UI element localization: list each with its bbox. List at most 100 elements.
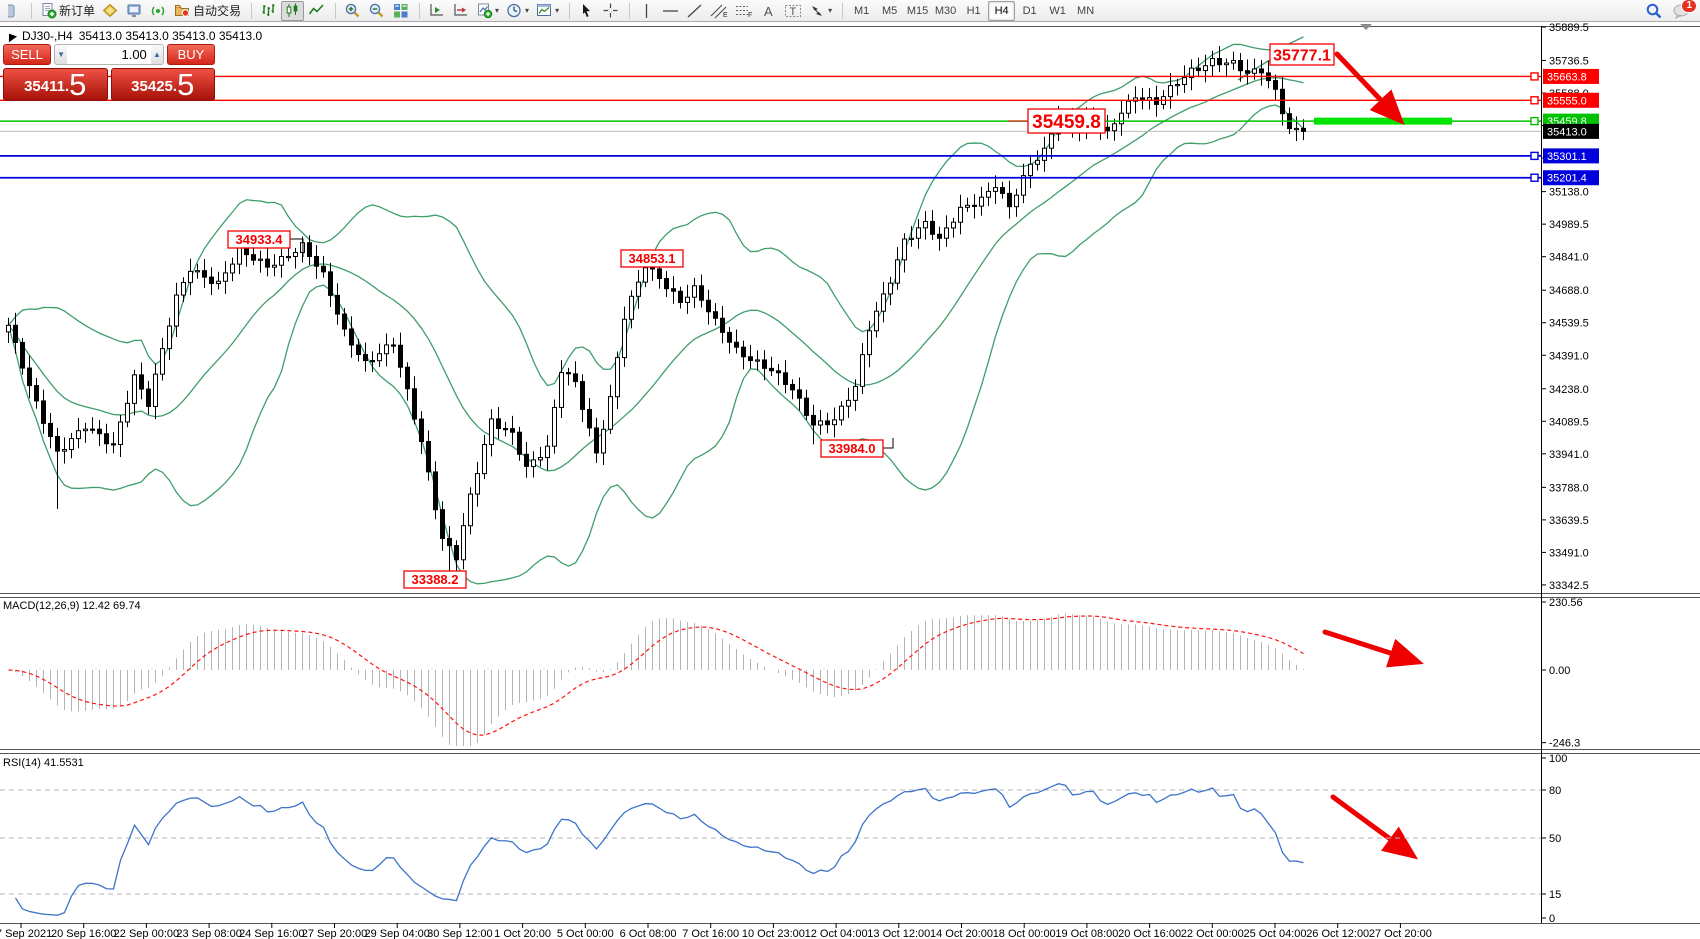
line-handle[interactable]: [1530, 72, 1539, 81]
templates-button[interactable]: ▾: [533, 1, 562, 21]
candlestick-chart-icon: [286, 3, 298, 17]
line-handle[interactable]: [1530, 96, 1539, 105]
timeframe-m5[interactable]: M5: [881, 4, 898, 17]
candle-up: [1175, 83, 1180, 87]
line-handle[interactable]: [1530, 116, 1539, 126]
price-annotation[interactable]: 33388.2: [403, 570, 467, 589]
candle-up: [468, 493, 473, 527]
candle-down: [104, 433, 109, 445]
candle-down: [90, 428, 95, 431]
rsi-trend-arrow[interactable]: [1330, 794, 1419, 860]
zoom-in-button[interactable]: [341, 1, 364, 21]
price-axis[interactable]: 35889.535736.535588.035439.535291.035138…: [1530, 22, 1599, 592]
chart-bars-button[interactable]: [257, 1, 280, 21]
price-annotation[interactable]: 34853.1: [620, 249, 684, 268]
cursor-icon: [583, 3, 591, 17]
timeframe-w1[interactable]: W1: [1049, 4, 1066, 17]
channel-button[interactable]: E: [707, 1, 731, 21]
volume-decrease-button[interactable]: ▼: [55, 45, 68, 64]
candle-down: [1280, 88, 1285, 115]
timeframe-d1[interactable]: D1: [1022, 4, 1037, 17]
volume-input[interactable]: [67, 45, 151, 64]
periods-button[interactable]: ▾: [503, 1, 532, 21]
price-badge-text: 35301.1: [1547, 151, 1587, 163]
macd-trend-arrow[interactable]: [1322, 629, 1424, 668]
timeframe-h4[interactable]: H4: [988, 0, 1016, 21]
main-trend-arrow[interactable]: [1334, 51, 1405, 126]
crosshair-button[interactable]: [599, 1, 622, 21]
vertical-line-button[interactable]: [635, 1, 658, 21]
horizontal-line-button[interactable]: [659, 1, 682, 21]
price-badge-text: 35555.0: [1547, 95, 1587, 107]
timeframe-m1[interactable]: M1: [853, 4, 870, 17]
price-annotation[interactable]: 34933.4: [227, 230, 291, 249]
chart-shift-button[interactable]: [425, 1, 448, 21]
search-button[interactable]: [1642, 1, 1666, 21]
indicator-axes[interactable]: 230.56 0.00 -246.3 100 80 50 15 0: [1541, 597, 1583, 925]
new-order-button[interactable]: 新订单: [37, 1, 98, 21]
line-handle[interactable]: [1530, 151, 1539, 161]
price-annotation[interactable]: 35777.1: [1269, 43, 1335, 66]
partial-icon[interactable]: [1, 1, 24, 21]
autotrading-button[interactable]: 自动交易: [171, 1, 244, 21]
candle-up: [384, 344, 389, 355]
terminal-button[interactable]: [123, 1, 146, 21]
candle-up: [846, 399, 851, 407]
yellow-panel-button[interactable]: [99, 1, 122, 21]
timeframe-m30[interactable]: M30: [934, 4, 957, 17]
annotation-text: 35459.8: [1032, 112, 1101, 133]
auto-scroll-icon: [454, 4, 468, 16]
chart-line-button[interactable]: [305, 1, 328, 21]
candle-up: [965, 204, 970, 208]
candle-up: [230, 263, 235, 274]
volume-increase-button[interactable]: ▲: [150, 45, 163, 64]
fibonacci-button[interactable]: F: [732, 1, 756, 21]
price-annotation[interactable]: 33984.0: [820, 439, 884, 458]
timeframe-mn[interactable]: MN: [1077, 4, 1095, 17]
zoom-out-button[interactable]: [365, 1, 388, 21]
time-axis-label: 19 Oct 08:00: [1055, 928, 1118, 939]
line-handle[interactable]: [1530, 173, 1539, 182]
support-band[interactable]: [1314, 117, 1452, 125]
candle-down: [314, 255, 319, 267]
candle-down: [769, 367, 774, 372]
candle-down: [720, 317, 725, 333]
text-label-button[interactable]: T: [781, 1, 805, 21]
chart-area[interactable]: 35777.1 35459.8 34933.4 34853.1 33984.0 33388…: [0, 22, 1700, 939]
candle-up: [1021, 175, 1026, 196]
candle-up: [1014, 194, 1019, 208]
sell-button[interactable]: SELL: [3, 44, 51, 65]
text-button[interactable]: A: [757, 1, 780, 21]
candle-up: [279, 256, 284, 266]
vertical-line-icon: [645, 3, 648, 18]
candle-up: [1210, 58, 1215, 67]
candle-up: [461, 525, 466, 561]
macd-axis-tick: -246.3: [1549, 738, 1580, 750]
trendline-button[interactable]: [683, 1, 706, 21]
chart-candles-button[interactable]: [281, 0, 305, 21]
cursor-button[interactable]: [575, 1, 598, 21]
candle-down: [734, 341, 739, 348]
timeframe-h1[interactable]: H1: [966, 4, 981, 17]
time-axis-label: 29 Sep 04:00: [364, 928, 429, 939]
buy-button[interactable]: BUY: [167, 44, 215, 65]
buy-price-display[interactable]: 35425. 5: [110, 68, 215, 101]
chart-background: [0, 22, 1700, 939]
signal-button[interactable]: [147, 1, 170, 21]
candle-down: [762, 359, 767, 369]
rsi-line: [14, 783, 1304, 916]
sell-price-display[interactable]: 35411. 5: [3, 68, 108, 101]
time-axis-label: 30 Sep 12:00: [427, 928, 492, 939]
timeframe-m15[interactable]: M15: [906, 4, 929, 17]
auto-scroll-button[interactable]: [449, 1, 472, 21]
indicators-button[interactable]: ▾: [473, 1, 502, 21]
arrows-button[interactable]: ▾: [806, 1, 835, 21]
time-axis-label: 25 Oct 04:00: [1244, 928, 1307, 939]
annotation-leader: [290, 238, 304, 257]
tile-windows-button[interactable]: [389, 1, 412, 21]
time-axis-label: 10 Oct 23:00: [742, 928, 805, 939]
time-axis-label: 22 Oct 00:00: [1181, 928, 1244, 939]
notifications-button[interactable]: 1: [1670, 0, 1697, 21]
price-annotation[interactable]: 35459.8: [1027, 108, 1106, 134]
